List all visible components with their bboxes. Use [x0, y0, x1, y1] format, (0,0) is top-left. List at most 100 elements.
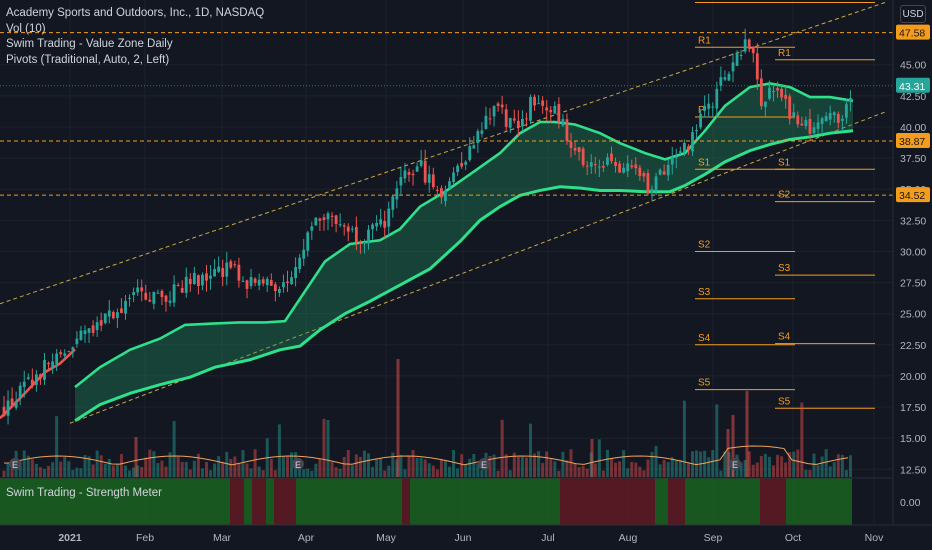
- last-price-tag-bg: [896, 77, 930, 93]
- volume-bar: [464, 464, 468, 477]
- candle-body: [727, 73, 731, 81]
- candle-body: [602, 166, 605, 168]
- candle-body: [630, 165, 634, 168]
- volume-bar: [6, 463, 10, 477]
- candle-body: [35, 374, 38, 385]
- volume-bar: [144, 457, 148, 477]
- volume-bar: [666, 461, 670, 477]
- volume-bar: [160, 460, 164, 477]
- volume-bar: [322, 418, 326, 477]
- volume-bar: [593, 463, 597, 477]
- strength-meter-segment-bearish: [560, 478, 655, 525]
- vol-indicator-label[interactable]: Vol (10): [6, 22, 46, 35]
- volume-bar: [529, 423, 532, 477]
- y-tick-label: 30.00: [900, 246, 926, 258]
- candle-body: [103, 313, 107, 324]
- earnings-icon: [292, 458, 304, 470]
- volume-bar: [362, 450, 366, 477]
- candle-body: [585, 165, 589, 167]
- y-tick-label: 45.00: [900, 60, 926, 72]
- candle-body: [622, 167, 626, 173]
- volume-bar: [277, 424, 281, 477]
- candle-body: [160, 290, 164, 298]
- volume-bar: [808, 470, 812, 477]
- y-tick-label: 42.50: [900, 91, 926, 103]
- strength-meter-segment-bearish: [760, 478, 786, 525]
- level-tag-34.52: 34.52: [899, 190, 925, 202]
- candle-body: [739, 55, 743, 57]
- candle-body: [26, 377, 30, 379]
- volume-bar: [719, 470, 723, 477]
- candle-body: [529, 97, 532, 121]
- candle-body: [124, 300, 127, 314]
- volume-bar: [26, 455, 30, 477]
- candle-body: [723, 77, 727, 80]
- candle-body: [492, 106, 496, 117]
- volume-bar: [545, 451, 549, 477]
- y-tick-label: 37.50: [900, 153, 926, 165]
- pivot-label-r2: R2: [778, 0, 791, 1]
- candle-body: [614, 161, 617, 166]
- candle-body: [197, 275, 200, 287]
- candle-body: [221, 267, 225, 278]
- candle-body: [565, 119, 569, 141]
- candle-body: [719, 77, 723, 86]
- volume-bar: [128, 470, 132, 477]
- pivots-indicator-label[interactable]: Pivots (Traditional, Auto, 2, Left): [6, 53, 170, 66]
- y-tick-label: 25.00: [900, 309, 926, 321]
- earnings-icon: [9, 458, 21, 470]
- currency-button[interactable]: USD: [900, 5, 926, 23]
- candle-body: [464, 161, 468, 165]
- volume-bar: [751, 464, 755, 477]
- volume-bar: [824, 449, 828, 477]
- volume-bar: [95, 450, 99, 477]
- candle-body: [411, 173, 415, 176]
- candle-body: [521, 118, 524, 127]
- candle-body: [387, 208, 391, 227]
- x-tick-label: Nov: [865, 532, 884, 544]
- volume-bar: [707, 457, 711, 477]
- candle-body: [75, 338, 79, 345]
- candle-body: [225, 262, 229, 277]
- volume-bar: [419, 458, 423, 477]
- value-zone-indicator-label[interactable]: Swim Trading - Value Zone Daily: [6, 38, 173, 50]
- volume-bar: [51, 462, 55, 477]
- candle-body: [784, 94, 788, 99]
- candle-body: [99, 320, 103, 326]
- candle-body: [845, 104, 848, 118]
- volume-bar: [739, 462, 743, 477]
- volume-bar: [703, 450, 707, 477]
- strength-meter-segment-bullish: [786, 478, 852, 525]
- volume-bar: [488, 455, 492, 477]
- candle-body: [269, 280, 273, 286]
- candle-body: [213, 269, 216, 277]
- volume-bar: [723, 451, 727, 477]
- x-tick-label: Jun: [455, 532, 472, 544]
- candle-body: [322, 217, 326, 221]
- candle-body: [261, 279, 265, 284]
- volume-bar: [176, 456, 180, 477]
- volume-bar: [261, 470, 265, 477]
- volume-bar: [601, 470, 605, 477]
- candle-body: [286, 281, 289, 284]
- volume-bar: [634, 462, 638, 477]
- candle-body: [265, 278, 269, 286]
- volume-bar: [18, 459, 22, 477]
- volume-bar: [399, 454, 403, 477]
- volume-bar: [549, 459, 553, 477]
- strength-meter-label[interactable]: Swim Trading - Strength Meter: [6, 487, 162, 499]
- candle-body: [132, 292, 135, 295]
- candle-body: [91, 325, 95, 333]
- volume-bar: [180, 461, 184, 477]
- volume-bar: [508, 470, 512, 477]
- pivot-levels: R2R1PS1S2S3S4S5R2R1S1S2S3S4S5: [695, 0, 875, 409]
- volume-bar: [188, 469, 192, 477]
- candle-body: [10, 398, 14, 406]
- symbol-title[interactable]: Academy Sports and Outdoors, Inc., 1D, N…: [6, 7, 265, 19]
- volume-bar: [391, 452, 395, 477]
- candle-body: [606, 157, 609, 165]
- volume-bar: [196, 453, 200, 477]
- volume-bar: [403, 469, 407, 477]
- volume-bar: [812, 453, 816, 477]
